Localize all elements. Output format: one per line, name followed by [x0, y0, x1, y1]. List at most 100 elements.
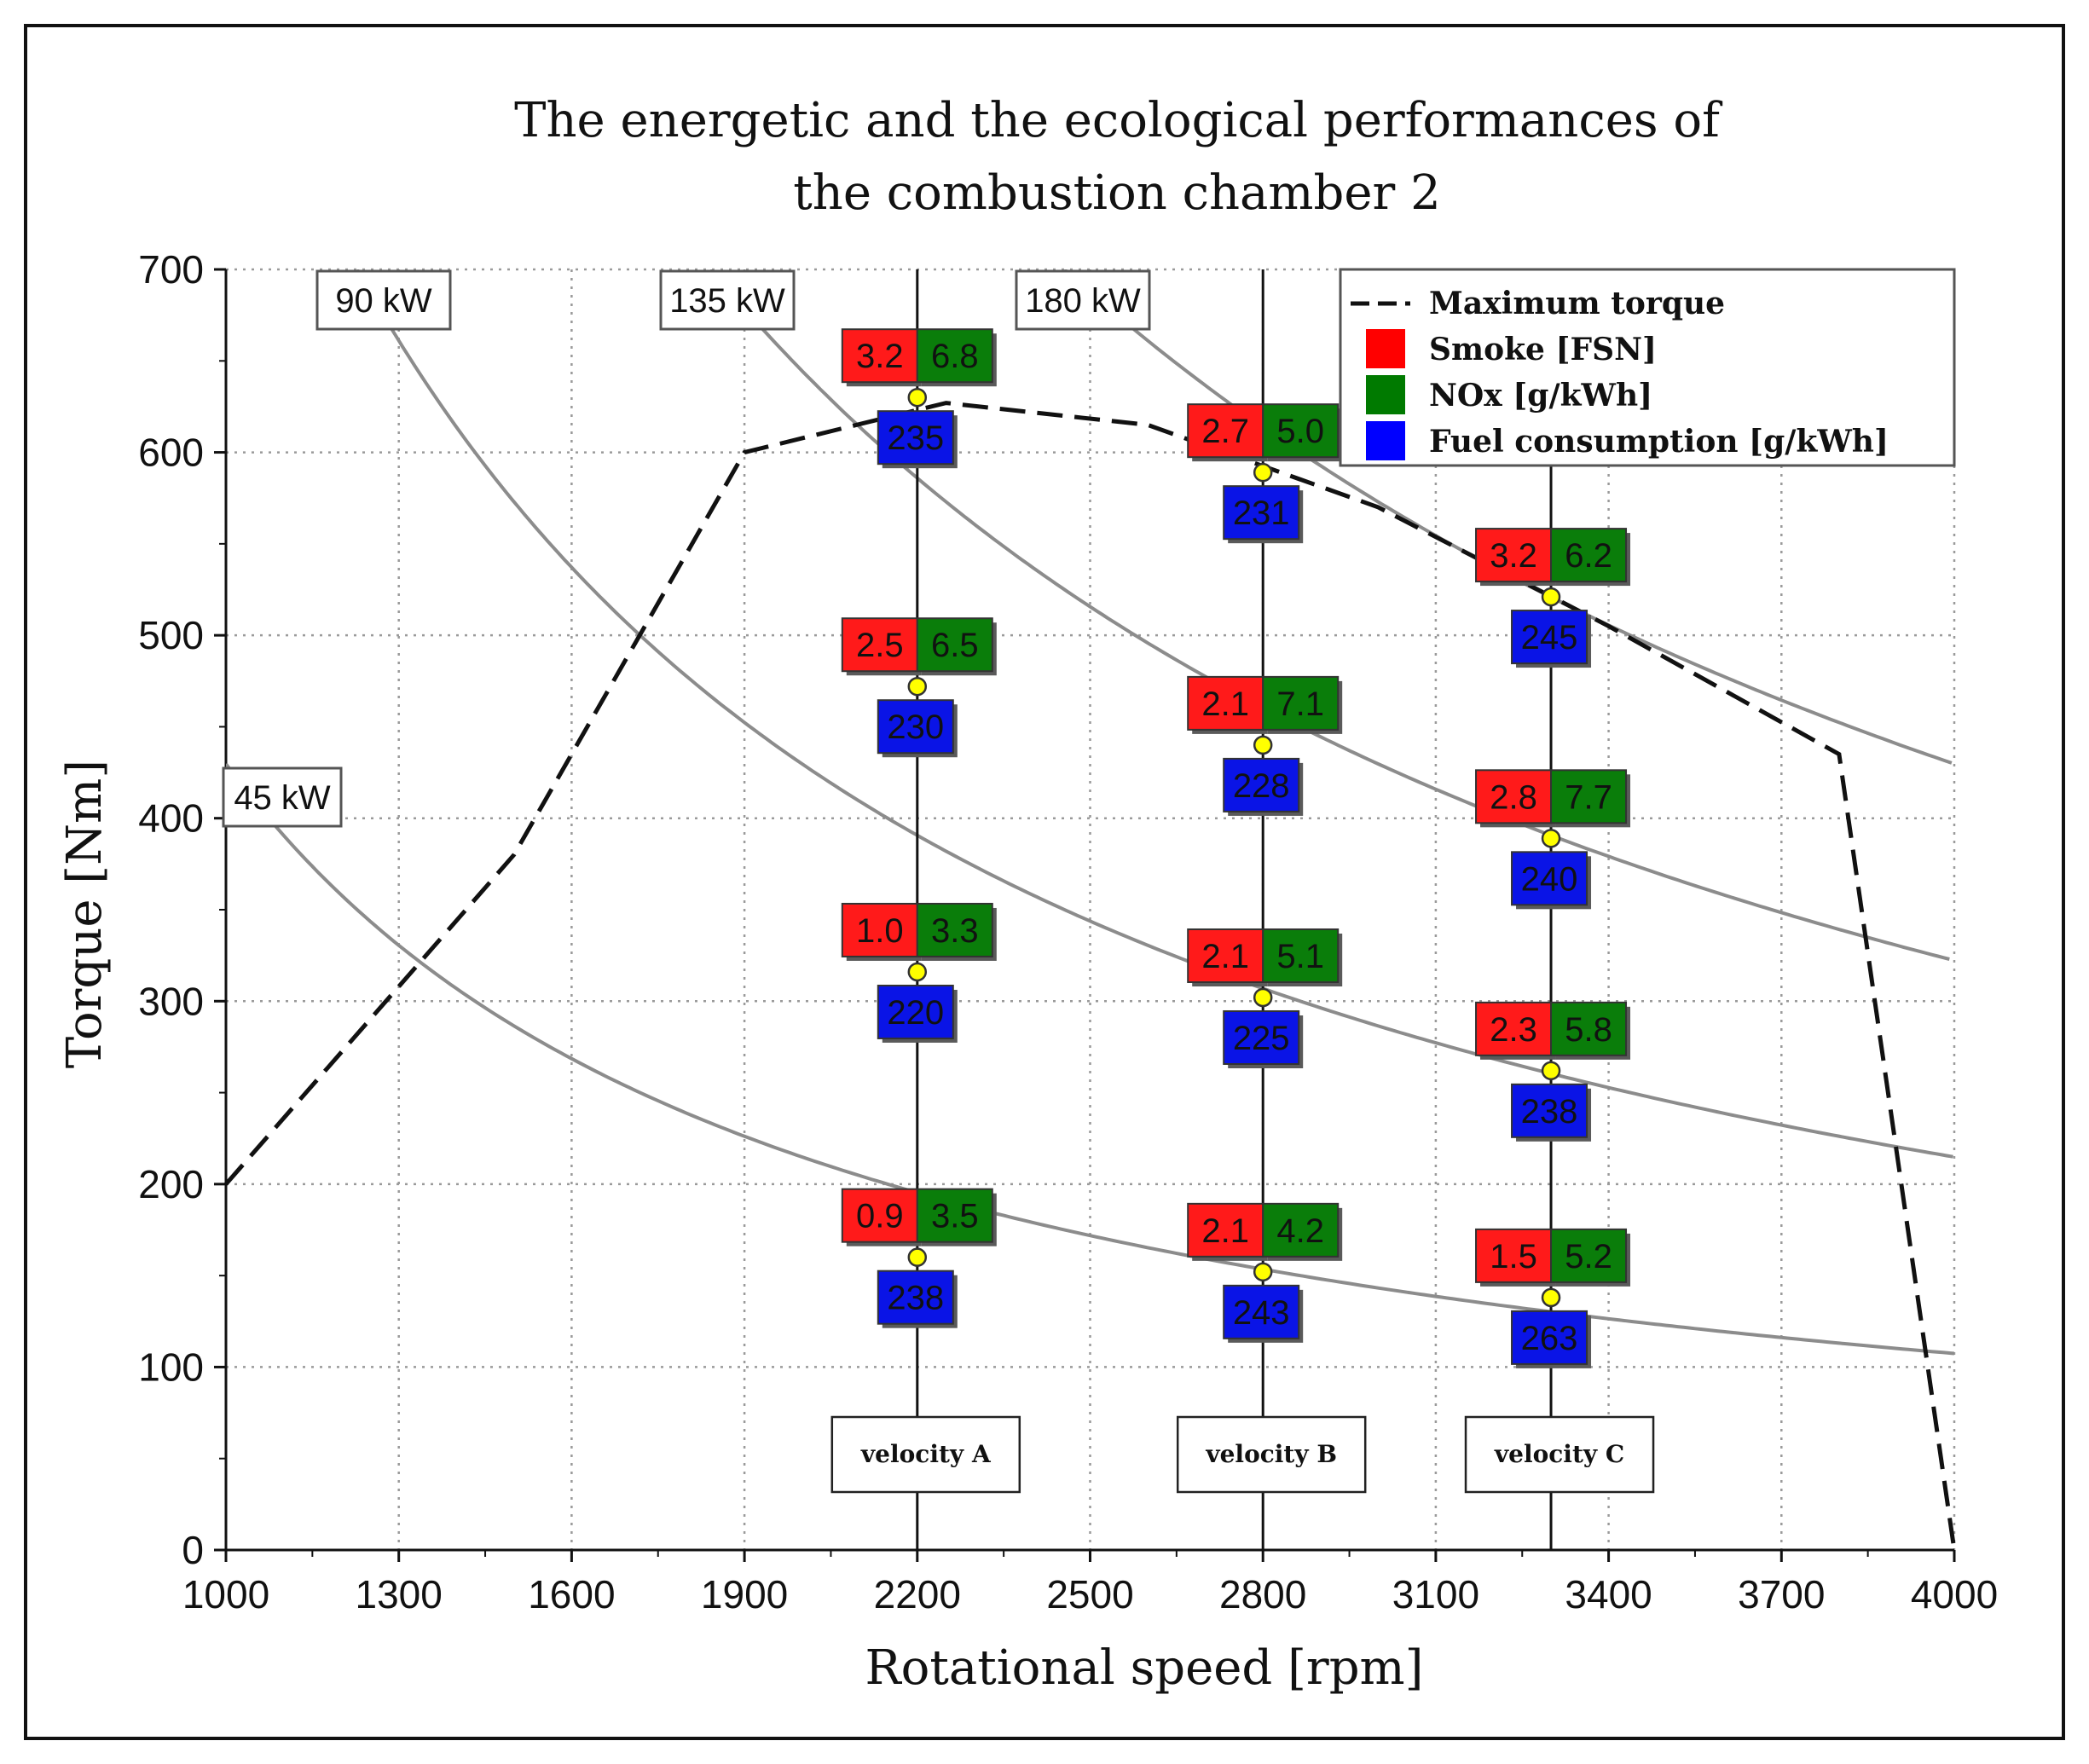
smoke-value: 2.1	[1201, 685, 1249, 723]
operating-point-marker	[907, 676, 928, 697]
x-tick-label: 2200	[874, 1572, 961, 1617]
velocity-label-text: velocity B	[1205, 1440, 1337, 1468]
fuel-value: 231	[1233, 494, 1290, 532]
nox-box	[1550, 528, 1628, 583]
x-tick-label: 3400	[1565, 1572, 1652, 1617]
y-tick-label: 400	[138, 796, 204, 841]
velocity-label-box	[1176, 1415, 1367, 1494]
nox-value: 5.0	[1276, 413, 1324, 450]
fuel-box	[1223, 757, 1300, 813]
nox-value: 7.7	[1565, 778, 1612, 816]
x-tick-label: 3100	[1392, 1572, 1479, 1617]
max-torque-curve	[224, 401, 1957, 1551]
operating-point: 2.5 6.5 230	[841, 617, 997, 758]
smoke-box	[1187, 675, 1264, 731]
legend-label: Smoke [FSN]	[1429, 332, 1657, 367]
fuel-value: 230	[887, 708, 944, 746]
power-label-180kw-box	[1015, 269, 1151, 331]
y-axis-label: Torque [Nm]	[57, 760, 113, 1068]
nox-value: 7.1	[1276, 685, 1324, 723]
smoke-box	[841, 902, 918, 957]
operating-point: 2.1 4.2 243	[1187, 1202, 1343, 1343]
velocity-label: velocity A	[830, 1415, 1021, 1494]
nox-value: 6.8	[931, 338, 979, 375]
velocity-label-text: velocity A	[860, 1440, 992, 1468]
operating-point-marker	[1253, 1262, 1273, 1282]
legend-label: NOx [g/kWh]	[1429, 378, 1652, 414]
y-tick-label: 0	[182, 1528, 204, 1572]
nox-box	[1262, 928, 1340, 983]
legend-swatch	[1366, 329, 1405, 368]
power-label-90kw-box	[315, 269, 452, 331]
power-label-45kw-text: 45 kW	[234, 779, 331, 817]
operating-point: 2.8 7.7 240	[1475, 769, 1631, 910]
power-label-180kw: 180 kW	[1015, 269, 1151, 331]
smoke-box	[1475, 1228, 1553, 1283]
x-axis-label: Rotational speed [rpm]	[865, 1640, 1424, 1696]
operating-point: 3.2 6.2 245	[1475, 528, 1631, 668]
power-label-135kw: 135 kW	[659, 269, 796, 331]
x-tick-label: 2800	[1219, 1572, 1306, 1617]
fuel-box	[1223, 485, 1300, 541]
x-tick-label: 1000	[182, 1572, 269, 1617]
power-label-45kw-box	[222, 766, 343, 828]
velocity-label-box	[1464, 1415, 1655, 1494]
x-tick-label: 1300	[356, 1572, 443, 1617]
nox-value: 4.2	[1276, 1212, 1324, 1250]
nox-value: 6.2	[1565, 537, 1612, 575]
operating-point-marker	[1253, 462, 1273, 483]
nox-value: 5.1	[1276, 938, 1324, 975]
legend-label: Fuel consumption [g/kWh]	[1429, 424, 1889, 460]
power-curve-90kw	[356, 269, 1953, 1159]
y-tick-label: 700	[138, 247, 204, 292]
fuel-value: 220	[887, 994, 944, 1032]
y-tick-label: 100	[138, 1345, 204, 1389]
velocity-label-text: velocity C	[1494, 1440, 1624, 1468]
y-tick-label: 600	[138, 431, 204, 475]
operating-point: 3.2 6.8 235	[841, 328, 997, 469]
nox-box	[1550, 1001, 1628, 1056]
y-tick-label: 300	[138, 979, 204, 1023]
nox-box	[1550, 1228, 1628, 1283]
nox-value: 3.5	[931, 1198, 979, 1235]
smoke-value: 2.8	[1490, 778, 1537, 816]
smoke-value: 3.2	[1490, 537, 1537, 575]
fuel-box	[1511, 610, 1588, 665]
fuel-value: 238	[887, 1280, 944, 1317]
nox-box	[916, 328, 993, 384]
legend-box	[1339, 268, 1956, 467]
fuel-box	[877, 410, 954, 466]
y-tick-label: 500	[138, 613, 204, 657]
nox-value: 5.2	[1565, 1238, 1612, 1275]
operating-point: 1.5 5.2 263	[1475, 1228, 1631, 1368]
power-label-90kw-text: 90 kW	[335, 282, 432, 320]
smoke-value: 0.9	[856, 1198, 904, 1235]
nox-box	[1262, 1202, 1340, 1258]
operating-point: 1.0 3.3 220	[841, 902, 997, 1043]
operating-point-marker	[1541, 829, 1561, 848]
nox-box	[1550, 769, 1628, 824]
operating-point: 0.9 3.5 238	[841, 1188, 997, 1328]
power-label-180kw-text: 180 kW	[1025, 282, 1141, 320]
smoke-box	[1187, 928, 1264, 983]
power-label-135kw-text: 135 kW	[669, 282, 785, 320]
operating-point-marker	[907, 962, 928, 982]
fuel-value: 243	[1233, 1294, 1290, 1332]
fuel-box	[1511, 1083, 1588, 1138]
x-tick-label: 1600	[528, 1572, 615, 1617]
nox-value: 3.3	[931, 912, 979, 950]
operating-point: 2.3 5.8 238	[1475, 1001, 1631, 1142]
smoke-value: 2.1	[1201, 1212, 1249, 1250]
power-label-90kw: 90 kW	[315, 269, 452, 331]
fuel-value: 240	[1521, 860, 1578, 898]
power-curve-45kw	[226, 762, 1954, 1356]
fuel-value: 235	[887, 419, 944, 457]
operating-point-marker	[907, 1247, 928, 1267]
operating-point: 2.7 5.0 231	[1187, 403, 1343, 544]
velocity-label: velocity B	[1176, 1415, 1367, 1494]
fuel-value: 228	[1233, 767, 1290, 805]
smoke-value: 2.5	[856, 627, 904, 664]
nox-value: 5.8	[1565, 1011, 1612, 1049]
operating-point-marker	[1541, 1061, 1561, 1081]
